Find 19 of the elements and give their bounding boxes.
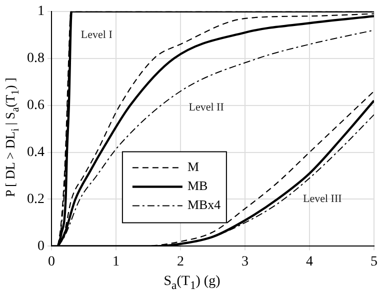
legend-label: MB: [187, 178, 208, 194]
x-axis-title: S$_{a}$(T$_{1}$) (g): [162, 274, 222, 292]
x-tick-label: 4: [306, 254, 313, 270]
y-tick-label: 0: [38, 238, 44, 254]
x-tick-label: 3: [242, 254, 248, 270]
annotation: Level I: [80, 28, 113, 41]
legend-label: MBx4: [187, 197, 222, 212]
x-tick-label: 1: [112, 254, 120, 270]
y-tick-label: 0.2: [27, 192, 44, 207]
x-tick-label: 5: [370, 254, 378, 270]
x-tick-label: 0: [48, 254, 55, 270]
y-tick-label: 0.4: [27, 144, 44, 160]
y-tick-label: 0.6: [27, 98, 44, 113]
y-tick-label: 0.8: [27, 51, 44, 66]
annotation: Level II: [188, 102, 224, 114]
annotation: Level III: [303, 193, 342, 206]
y-tick-label: 1: [38, 4, 44, 20]
x-tick-label: 2: [177, 254, 184, 270]
legend-label: M: [187, 159, 200, 174]
